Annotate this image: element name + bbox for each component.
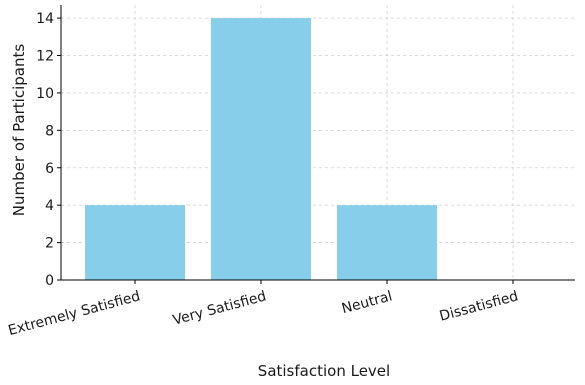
y-tick-label: 12 (36, 49, 54, 65)
y-ticks: 0 2 4 6 8 10 12 14 (36, 11, 61, 289)
axes (60, 5, 575, 281)
bars (85, 18, 437, 280)
y-tick-label: 6 (45, 161, 54, 177)
x-tick-label: Neutral (340, 288, 394, 317)
y-tick-label: 2 (45, 236, 54, 252)
bar-neutral (337, 205, 437, 280)
y-tick-label: 10 (36, 86, 54, 102)
y-tick-label: 14 (36, 11, 54, 27)
y-tick-label: 4 (45, 198, 54, 214)
y-tick-label: 0 (45, 273, 54, 289)
x-tick-label: Very Satisfied (171, 288, 268, 328)
x-tick-label: Extremely Satisfied (7, 288, 143, 339)
y-tick-label: 8 (45, 123, 54, 139)
x-tick-label: Dissatisfied (438, 288, 520, 324)
bar-extremely-satisfied (85, 205, 185, 280)
x-ticks: Extremely Satisfied Very Satisfied Neutral… (7, 280, 520, 339)
bar-very-satisfied (211, 18, 311, 280)
x-axis-label: Satisfaction Level (258, 362, 390, 380)
y-axis-label: Number of Participants (10, 44, 28, 217)
